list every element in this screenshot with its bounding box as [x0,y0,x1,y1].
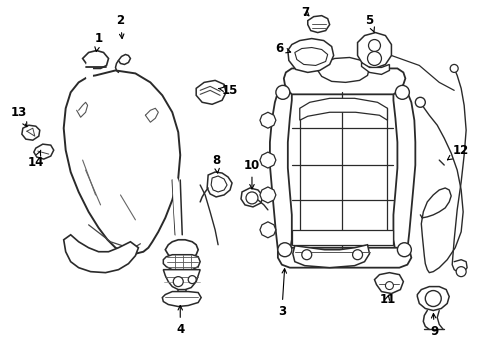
Polygon shape [260,152,275,168]
Polygon shape [361,62,388,75]
Circle shape [188,276,196,284]
Polygon shape [34,144,54,159]
Circle shape [245,192,258,204]
Circle shape [173,276,183,287]
Polygon shape [287,39,333,72]
Text: 1: 1 [94,32,102,51]
Text: 8: 8 [212,154,220,173]
Polygon shape [163,255,200,270]
Circle shape [414,97,425,107]
Polygon shape [292,245,369,268]
Text: 10: 10 [244,158,260,189]
Polygon shape [241,188,263,207]
Polygon shape [299,98,386,120]
Polygon shape [277,248,410,268]
Polygon shape [291,230,393,245]
Circle shape [367,51,381,66]
Polygon shape [82,50,108,68]
Polygon shape [307,15,329,32]
Text: 11: 11 [379,293,395,306]
Circle shape [275,85,289,99]
Polygon shape [357,32,390,68]
Polygon shape [211,176,226,192]
Polygon shape [393,88,414,254]
Circle shape [352,250,362,260]
Polygon shape [260,187,275,203]
Polygon shape [207,172,232,197]
Polygon shape [162,292,201,306]
Text: 13: 13 [11,106,27,127]
Text: 6: 6 [275,42,290,55]
Circle shape [368,40,380,51]
Polygon shape [63,71,180,254]
Polygon shape [63,235,138,273]
Circle shape [277,243,291,257]
Polygon shape [299,108,386,234]
Polygon shape [294,48,327,66]
Polygon shape [196,80,225,104]
Polygon shape [416,287,448,310]
Polygon shape [283,68,405,94]
Polygon shape [374,273,403,293]
Circle shape [425,291,440,306]
Text: 12: 12 [447,144,468,160]
Polygon shape [269,88,291,254]
Circle shape [385,282,393,289]
Text: 2: 2 [116,14,124,39]
Circle shape [395,85,408,99]
Circle shape [449,64,457,72]
Polygon shape [22,125,40,140]
Text: 9: 9 [429,314,438,338]
Circle shape [455,267,465,276]
Text: 5: 5 [365,14,374,32]
Polygon shape [260,222,275,238]
Text: 3: 3 [277,269,286,318]
Text: 4: 4 [176,306,184,336]
Polygon shape [165,240,198,260]
Polygon shape [163,270,200,289]
Text: 14: 14 [27,150,44,168]
Polygon shape [260,112,275,128]
Polygon shape [317,58,369,82]
Circle shape [301,250,311,260]
Polygon shape [118,54,130,64]
Text: 7: 7 [301,6,309,19]
Text: 15: 15 [219,84,238,97]
Circle shape [397,243,410,257]
